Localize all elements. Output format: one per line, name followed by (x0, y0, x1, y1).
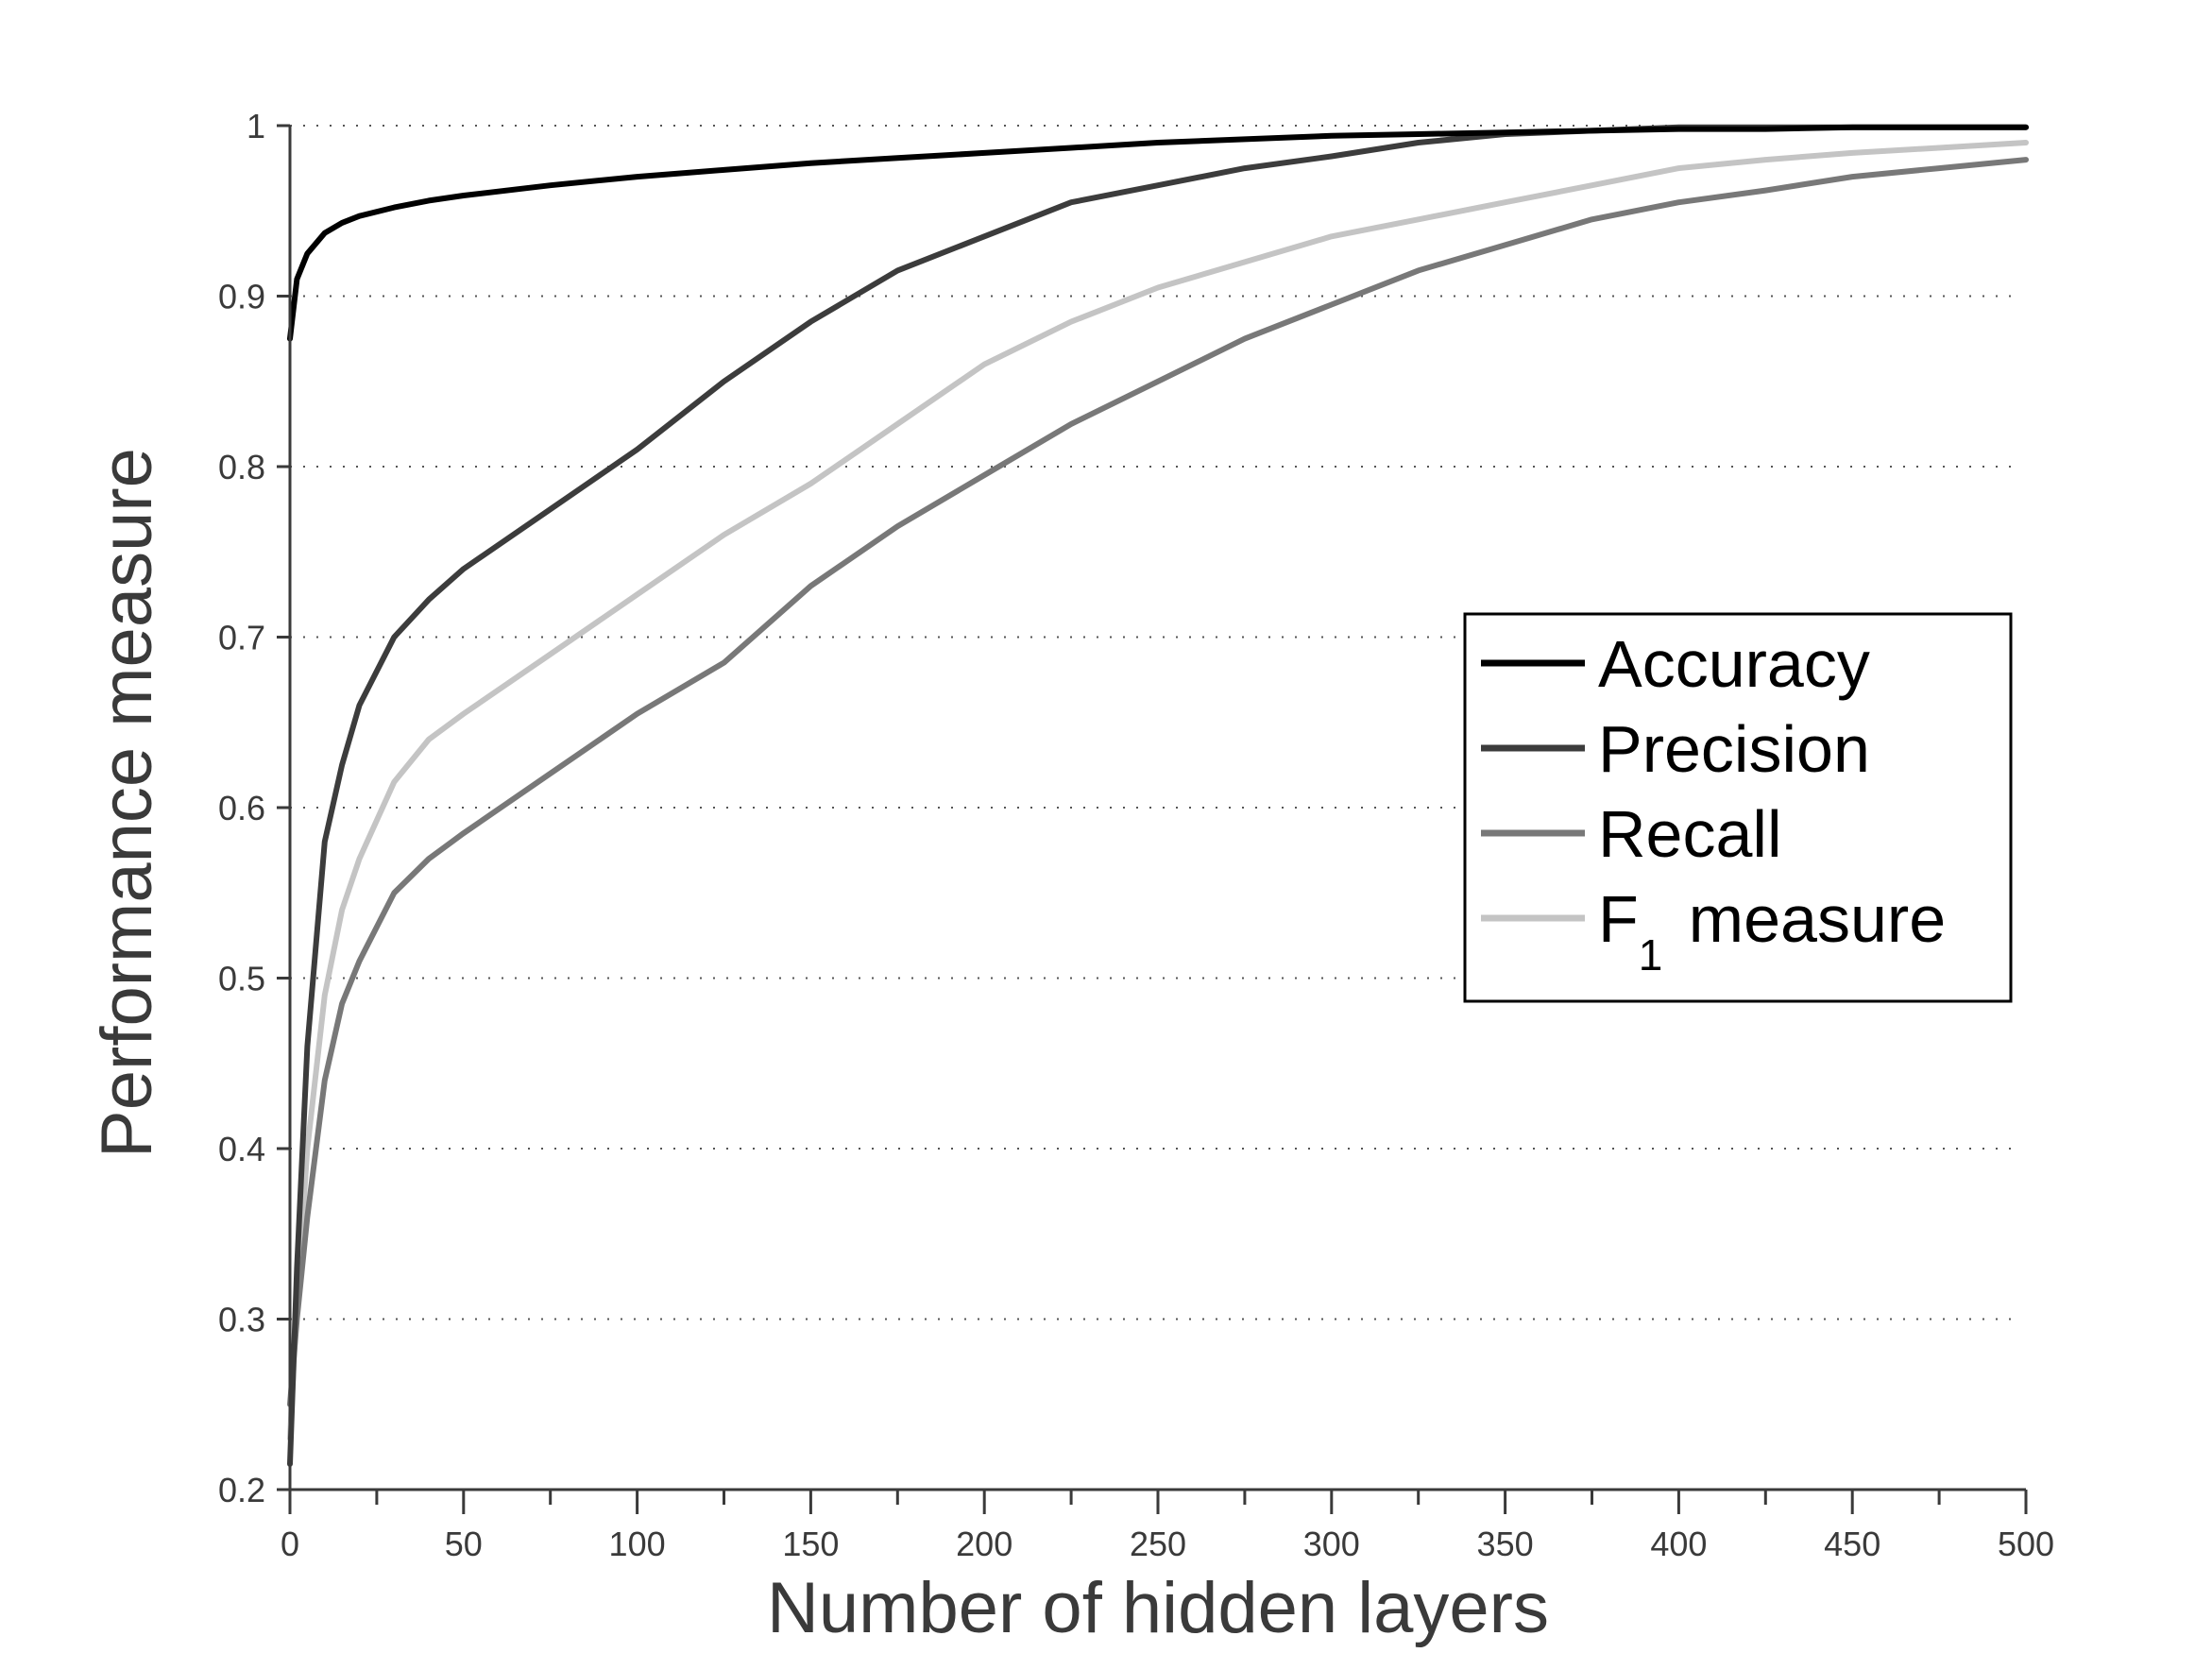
legend-label: Recall (1598, 797, 1782, 871)
series-line-accuracy (287, 124, 2029, 342)
legend-label: Accuracy (1598, 627, 1870, 701)
series-line-recall (287, 157, 2029, 1407)
y-axis-label: Performance measure (87, 448, 167, 1158)
legend-label-main: Precision (1598, 712, 1870, 786)
x-tick-label: 50 (445, 1525, 483, 1563)
x-tick-label: 350 (1477, 1525, 1534, 1563)
series-line-f1-measure (287, 140, 2029, 1441)
x-tick-label: 100 (609, 1525, 666, 1563)
x-tick-label: 500 (1998, 1525, 2054, 1563)
x-tick-label: 0 (281, 1525, 299, 1563)
legend-label: Precision (1598, 712, 1870, 786)
y-tick-label: 0.8 (218, 448, 265, 486)
x-tick-label: 150 (782, 1525, 839, 1563)
legend-label-main: Recall (1598, 797, 1782, 871)
axes (277, 124, 2028, 1514)
legend-label: F1 measure (1598, 882, 1946, 980)
y-tick-label: 1 (247, 107, 265, 145)
legend: Accuracy Precision Recall F1 measure (1463, 612, 2013, 1003)
y-tick-label: 0.9 (218, 278, 265, 316)
x-tick-label: 300 (1303, 1525, 1360, 1563)
legend-label-subscript: 1 (1639, 930, 1663, 980)
legend-label-main: Accuracy (1598, 627, 1870, 701)
y-tick-label: 0.5 (218, 960, 265, 998)
legend-box (1463, 612, 2013, 1003)
tick-labels: 0.2 0.3 0.4 0.5 0.6 0.7 0.8 0.9 1 0 50 100 150 200 250… (218, 107, 2054, 1563)
x-tick-label: 250 (1130, 1525, 1186, 1563)
y-tick-label: 0.6 (218, 789, 265, 827)
y-tick-label: 0.2 (218, 1471, 265, 1509)
x-axis-label: Number of hidden layers (767, 1568, 1549, 1648)
x-tick-label: 400 (1650, 1525, 1707, 1563)
y-tick-label: 0.3 (218, 1301, 265, 1339)
legend-items: Accuracy Precision Recall F1 measure (1481, 627, 1946, 980)
x-tick-label: 200 (956, 1525, 1012, 1563)
legend-label-rest: measure (1670, 882, 1946, 956)
x-tick-label: 450 (1824, 1525, 1880, 1563)
legend-label-main: F (1598, 882, 1639, 956)
plot-lines (287, 124, 2029, 1467)
y-tick-label: 0.7 (218, 619, 265, 657)
y-tick-label: 0.4 (218, 1130, 265, 1168)
